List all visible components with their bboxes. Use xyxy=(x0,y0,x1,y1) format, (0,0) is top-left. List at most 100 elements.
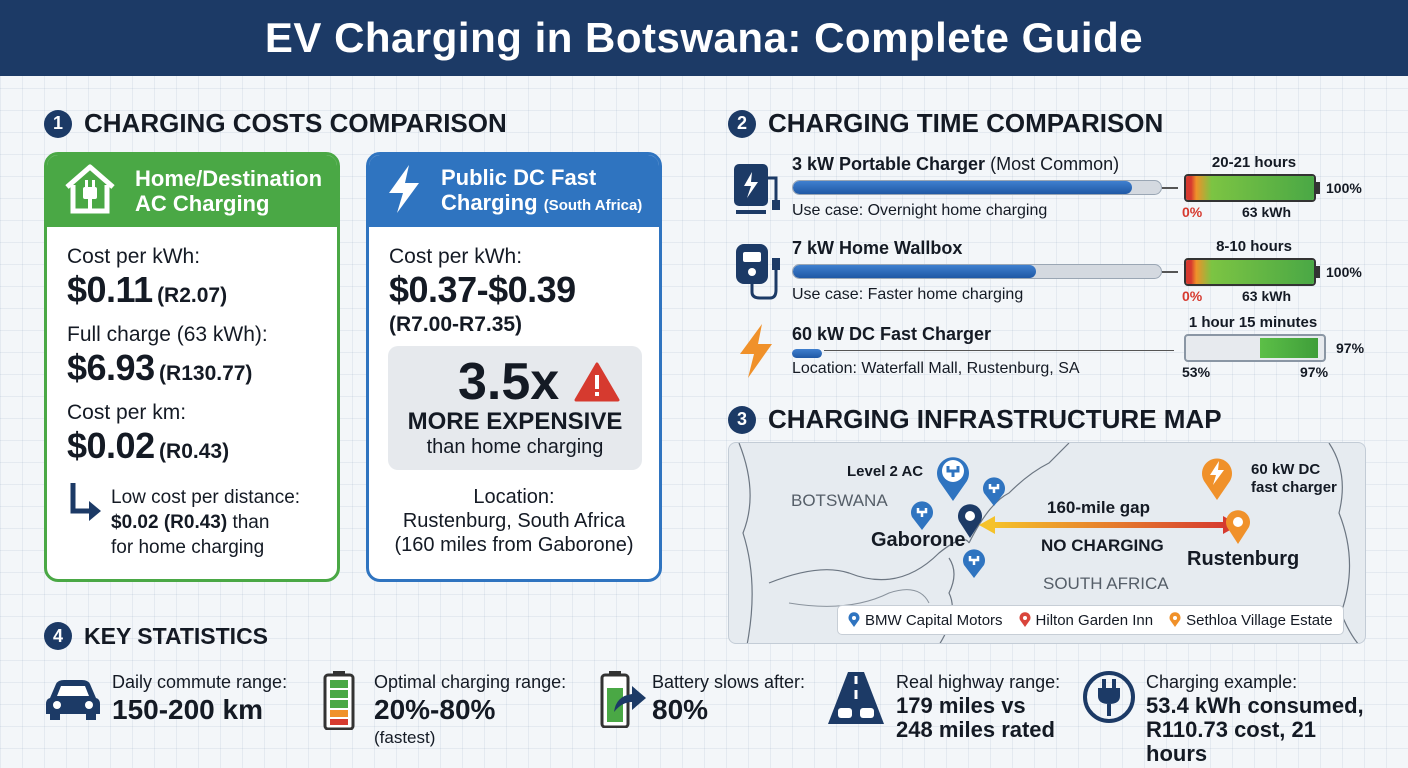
section-number: 3 xyxy=(728,405,756,434)
stat-optimal-range: Optimal charging range: 20%-80% (fastest… xyxy=(322,668,582,758)
home-note-1: Low cost per distance: xyxy=(111,487,301,508)
portable-use: Use case: Overnight home charging xyxy=(792,202,1048,219)
than-home-text: than home charging xyxy=(426,436,604,458)
portable-battery xyxy=(1184,174,1316,202)
wallbox-use: Use case: Faster home charging xyxy=(792,286,1024,303)
legend-item: BMW Capital Motors xyxy=(848,612,1003,629)
wallbox-start: 0% xyxy=(1182,288,1203,304)
section-number: 2 xyxy=(728,109,756,138)
dc-end-right: 97% xyxy=(1336,340,1365,356)
wallbox-end: 100% xyxy=(1326,264,1362,280)
battery-cap xyxy=(1316,182,1320,194)
gaborone-label: Gaborone xyxy=(871,529,966,551)
wallbox-icon xyxy=(732,240,782,305)
rustenburg-pin-icon[interactable] xyxy=(1225,509,1251,550)
page-header: EV Charging in Botswana: Complete Guide xyxy=(0,0,1408,76)
level2-pin-icon[interactable] xyxy=(933,453,973,508)
home-cost-kwh-local: (R2.07) xyxy=(157,284,228,307)
home-card-header: Home/Destination AC Charging xyxy=(47,155,337,227)
country-south-africa: SOUTH AFRICA xyxy=(1043,574,1169,593)
stat-label: Battery slows after: xyxy=(652,672,806,692)
bar-fill xyxy=(792,349,822,358)
dc-card-title-1: Public DC Fast xyxy=(441,164,597,190)
home-full-label: Full charge (63 kWh): xyxy=(67,323,268,346)
level2-label: Level 2 AC xyxy=(847,463,924,480)
home-full: $6.93 (R130.77) xyxy=(67,347,252,389)
section-title-text: CHARGING INFRASTRUCTURE MAP xyxy=(768,404,1222,434)
car-icon xyxy=(44,676,102,725)
more-expensive-text: MORE EXPENSIVE xyxy=(407,408,623,435)
section-map-title: 3 CHARGING INFRASTRUCTURE MAP xyxy=(728,404,1222,435)
highway-icon xyxy=(828,672,884,729)
home-km: $0.02 (R0.43) xyxy=(67,425,229,467)
dc-cost-kwh-value: $0.37-$0.39 xyxy=(389,269,576,310)
dc-charger-pin-icon[interactable] xyxy=(1199,455,1235,506)
portable-end: 100% xyxy=(1326,180,1362,196)
dc-use: Location: Waterfall Mall, Rustenburg, SA xyxy=(792,360,1080,377)
legend-label: Sethloa Village Estate xyxy=(1186,611,1333,629)
portable-time-bar xyxy=(792,180,1162,195)
dc-battery xyxy=(1184,334,1326,362)
time-row-portable: 3 kW Portable Charger (Most Common) Use … xyxy=(728,150,1388,224)
section-costs-title: 1 CHARGING COSTS COMPARISON xyxy=(44,108,507,139)
section-title-text: CHARGING TIME COMPARISON xyxy=(768,108,1164,138)
stat-label: Optimal charging range: xyxy=(374,672,567,692)
legend-pin-icon xyxy=(1169,612,1181,627)
stat-value-2: R110.73 cost, 21 hours xyxy=(1146,717,1317,766)
dc-location-label: Location: xyxy=(473,486,555,508)
portable-duration: 20-21 hours xyxy=(1211,154,1297,171)
section-title-text: KEY STATISTICS xyxy=(84,622,269,649)
no-charging-label: NO CHARGING xyxy=(1041,536,1164,555)
wallbox-time-bar xyxy=(792,264,1162,279)
map-legend: BMW Capital Motors Hilton Garden Inn Set… xyxy=(837,605,1344,635)
dc-end: 97% xyxy=(1300,364,1329,380)
wallbox-capacity: 63 kWh xyxy=(1242,288,1292,304)
lightning-bolt-icon xyxy=(736,322,776,385)
home-note-2-rest: than xyxy=(227,512,270,533)
time-row-wallbox: 7 kW Home Wallbox Use case: Faster home … xyxy=(728,234,1388,308)
wallbox-duration: 8-10 hours xyxy=(1216,238,1292,255)
dc-name: 60 kW DC Fast Charger xyxy=(792,324,991,345)
rustenburg-label: Rustenburg xyxy=(1187,548,1300,570)
portable-charger-icon xyxy=(732,158,782,221)
stat-label: Daily commute range: xyxy=(112,672,288,692)
turn-arrow-icon xyxy=(67,481,103,526)
dc-cost-kwh-label: Cost per kWh: xyxy=(389,245,523,268)
battery-arrow-icon xyxy=(600,670,648,733)
stat-battery-slows: Battery slows after: 80% xyxy=(600,668,820,748)
dc-charging-card: Public DC Fast Charging (South Africa) C… xyxy=(366,152,662,582)
infrastructure-map[interactable]: BOTSWANA SOUTH AFRICA Level 2 AC Gaboron… xyxy=(728,442,1366,644)
plug-pin-icon[interactable] xyxy=(909,499,935,536)
section-number: 1 xyxy=(44,109,72,138)
home-card-title-1: Home/Destination xyxy=(135,166,323,191)
home-note-3: for home charging xyxy=(111,537,265,558)
home-note: Low cost per distance: $0.02 (R0.43) tha… xyxy=(111,485,331,560)
battery-cap xyxy=(1316,266,1320,278)
legend-item: Hilton Garden Inn xyxy=(1019,612,1153,629)
warning-icon xyxy=(574,362,620,407)
legend-item: Sethloa Village Estate xyxy=(1169,612,1333,629)
stat-value-2: 248 miles rated xyxy=(896,717,1055,742)
home-full-local: (R130.77) xyxy=(159,362,253,385)
time-row-dc: 60 kW DC Fast Charger Location: Waterfal… xyxy=(728,314,1388,388)
home-km-value: $0.02 xyxy=(67,425,155,466)
home-cost-kwh-value: $0.11 xyxy=(67,269,153,310)
section-time-title: 2 CHARGING TIME COMPARISON xyxy=(728,108,1163,139)
house-plug-icon xyxy=(63,163,117,220)
home-card-title-2: AC Charging xyxy=(135,191,270,216)
stat-commute: Daily commute range: 150-200 km xyxy=(44,668,304,748)
plug-pin-icon[interactable] xyxy=(981,475,1007,512)
dc-card-title-suffix: (South Africa) xyxy=(543,196,643,214)
stat-value: 150-200 km xyxy=(112,694,264,725)
dc-card-header: Public DC Fast Charging (South Africa) xyxy=(369,155,659,227)
gap-label: 160-mile gap xyxy=(1047,498,1150,517)
section-stats-title: 4 KEY STATISTICS xyxy=(44,622,268,650)
dc-charger-label-1: 60 kW DC xyxy=(1251,461,1321,478)
portable-capacity: 63 kWh xyxy=(1242,204,1292,220)
gap-arrow xyxy=(979,516,1239,534)
dc-charger-label: 60 kW DC fast charger xyxy=(1251,461,1337,497)
plug-pin-icon[interactable] xyxy=(961,547,987,584)
page-title: EV Charging in Botswana: Complete Guide xyxy=(264,14,1144,61)
multiplier-value: 3.5x xyxy=(458,353,560,411)
gaborone-location-pin-icon[interactable] xyxy=(957,503,983,544)
